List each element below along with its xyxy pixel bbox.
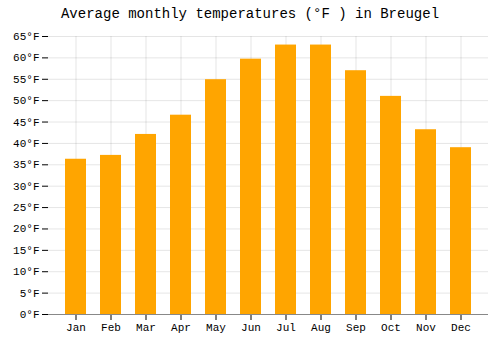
svg-text:25°F: 25°F [13, 202, 39, 214]
svg-text:15°F: 15°F [13, 245, 39, 257]
svg-text:5°F: 5°F [20, 288, 40, 300]
svg-text:55°F: 55°F [13, 74, 39, 86]
svg-text:Jan: Jan [66, 322, 86, 334]
svg-text:Oct: Oct [381, 322, 401, 334]
svg-text:10°F: 10°F [13, 266, 39, 278]
svg-text:Feb: Feb [101, 322, 121, 334]
svg-text:0°F: 0°F [20, 309, 40, 321]
svg-text:50°F: 50°F [13, 95, 39, 107]
svg-text:Mar: Mar [136, 322, 156, 334]
svg-text:60°F: 60°F [13, 52, 39, 64]
svg-text:Nov: Nov [416, 322, 436, 334]
svg-text:30°F: 30°F [13, 181, 39, 193]
svg-text:65°F: 65°F [13, 31, 39, 43]
svg-text:Aug: Aug [311, 322, 331, 334]
svg-text:40°F: 40°F [13, 138, 39, 150]
svg-text:Dec: Dec [451, 322, 471, 334]
svg-text:Jun: Jun [241, 322, 261, 334]
html-text:Average monthly temperatures (: Average monthly temperatures (°F ) in Br… [61, 6, 439, 22]
svg-text:May: May [206, 322, 226, 334]
svg-text:45°F: 45°F [13, 117, 39, 129]
svg-text:Jul: Jul [276, 322, 296, 334]
svg-text:Sep: Sep [346, 322, 366, 334]
svg-text:20°F: 20°F [13, 223, 39, 235]
svg-text:Apr: Apr [171, 322, 191, 334]
svg-text:35°F: 35°F [13, 159, 39, 171]
